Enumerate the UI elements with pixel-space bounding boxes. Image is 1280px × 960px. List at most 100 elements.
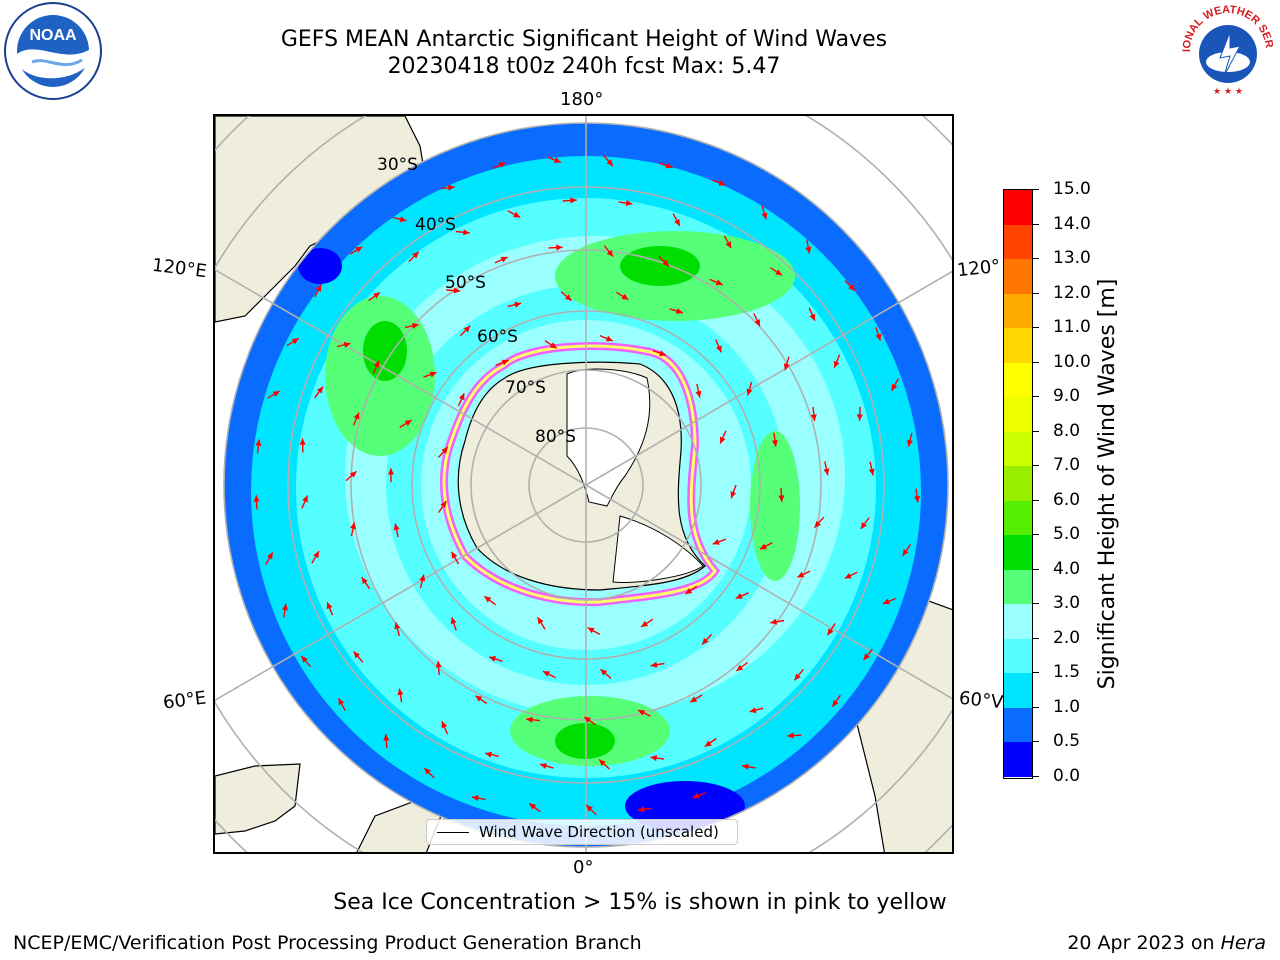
lat-label-40s: 40°S [415, 215, 456, 235]
wave-direction-arrowhead [907, 439, 913, 447]
wave-direction-arrowhead [556, 244, 563, 251]
colorbar-tick-mark [1033, 741, 1039, 743]
wave-direction-arrowhead [419, 574, 426, 582]
wave-direction-arrowhead [823, 468, 830, 476]
wave-direction-arrowhead [685, 588, 693, 595]
wave-direction-arrowhead [272, 391, 280, 397]
wave-direction-arrowhead [746, 388, 753, 396]
colorbar-tick-mark [1033, 776, 1039, 777]
wave-direction-arrowhead [662, 259, 669, 267]
wave-direction-arrowhead [383, 734, 390, 741]
colorbar-tick-mark [1033, 637, 1039, 639]
wave-direction-arrowhead [770, 618, 777, 625]
wave-direction-arrowhead [393, 523, 400, 531]
wave-direction-arrowhead [453, 287, 461, 294]
wave-direction-arrowhead [702, 637, 709, 645]
wave-direction-arrowhead [716, 345, 722, 353]
wave-direction-arrowhead [500, 256, 508, 263]
wave-direction-arrowhead [914, 495, 921, 503]
wave-direction-arrowhead [606, 249, 614, 257]
colorbar-cell [1004, 224, 1032, 260]
wave-direction-arrowhead [676, 308, 683, 314]
chart-title: GEFS MEAN Antarctic Significant Height o… [280, 27, 888, 52]
run-date: 20 Apr 2023 on Hera [1067, 932, 1266, 954]
colorbar-tick-mark [1033, 223, 1039, 225]
wave-direction-arrowhead [754, 319, 760, 327]
wave-direction-arrowhead [771, 440, 778, 447]
colorbar-label: Significant Height of Wind Waves [m] [1095, 278, 1120, 690]
run-date-text: 20 Apr 2023 on [1067, 932, 1215, 954]
colorbar-cell [1004, 638, 1032, 674]
wave-direction-arrowhead [778, 495, 785, 502]
latitude-labels: 30°S 40°S 50°S 60°S 70°S 80°S [377, 155, 576, 447]
colorbar-cell [1004, 362, 1032, 398]
colorbar-cell [1004, 673, 1032, 708]
wave-direction-arrowhead [564, 294, 572, 301]
wave-direction-arrowhead [725, 241, 732, 249]
wave-direction-arrowhead [891, 383, 898, 391]
wave-direction-arrowhead [397, 688, 404, 696]
colorbar-tick-label: 10.0 [1053, 351, 1091, 372]
host-name: Hera [1220, 932, 1266, 954]
colorbar-cell [1004, 604, 1032, 639]
wave-direction-arrowhead [373, 292, 380, 299]
wave-direction-arrowhead [827, 628, 834, 636]
wave-direction-arrowhead [730, 491, 737, 499]
lat-label-70s: 70°S [505, 378, 546, 398]
wave-direction-arrowhead [810, 414, 817, 421]
wave-direction-arrowhead [299, 438, 306, 445]
wave-direction-arrowhead [718, 180, 726, 186]
wave-direction-arrowhead [399, 216, 407, 223]
wave-direction-arrowhead [659, 350, 667, 357]
wave-direction-arrowhead [353, 651, 360, 659]
wave-direction-arrowhead [549, 342, 557, 349]
chart-subtitle: 20230418 t00z 240h fcst Max: 5.47 [387, 54, 781, 79]
wave-direction-arrowhead [302, 495, 308, 503]
wave-direction-arrowhead [695, 390, 702, 398]
colorbar-tick-label: 14.0 [1053, 213, 1091, 234]
noaa-logo-text: NOAA [29, 27, 77, 44]
wave-direction-arrowhead [650, 661, 658, 668]
colorbar-tick-mark [1033, 706, 1039, 708]
wave-direction-arrowhead [584, 716, 591, 723]
colorbar-tick-label: 6.0 [1053, 489, 1081, 510]
colorbar-tick-label: 1.0 [1053, 696, 1081, 717]
colorbar-cell [1004, 259, 1032, 294]
svg-text:★ ★ ★: ★ ★ ★ [1213, 87, 1243, 97]
wave-direction-arrowhead [833, 360, 840, 368]
wave-direction-arrowhead [665, 162, 673, 169]
colorbar-cell [1004, 397, 1032, 432]
wave-direction-arrowhead [513, 211, 521, 218]
colorbar-tick-mark [1033, 499, 1039, 501]
colorbar-cell [1004, 293, 1032, 329]
lon-label-60e: 60°E [161, 687, 208, 714]
colorbar-tick-mark [1033, 361, 1039, 363]
colorbar-tick-label: 8.0 [1053, 420, 1081, 441]
wave-direction-arrowhead [882, 598, 890, 605]
wave-direction-arrowhead [586, 805, 593, 812]
wave-direction-arrowhead [875, 333, 882, 341]
wave-direction-arrowhead [720, 436, 726, 444]
wave-direction-arrowhead [638, 806, 645, 813]
lat-label-60s: 60°S [477, 327, 518, 347]
wave-direction-arrowhead [394, 622, 401, 630]
colorbar-cell [1004, 190, 1032, 225]
wave-direction-arrowhead [338, 698, 345, 706]
wave-direction-arrowhead [606, 159, 613, 167]
map-legend: Wind Wave Direction (unscaled) [426, 819, 738, 845]
wave-direction-arrowhead [832, 699, 839, 707]
wave-direction-arrowhead [599, 759, 606, 766]
wave-direction-arrowhead [553, 157, 561, 163]
wave-direction-arrowhead [742, 763, 749, 770]
colorbar-tick-label: 13.0 [1053, 248, 1091, 269]
wave-direction-arrowhead [783, 363, 790, 371]
wave-direction-arrowhead [902, 549, 909, 556]
colorbar-cell [1004, 500, 1032, 536]
wave-direction-arrowhead [761, 212, 768, 220]
wave-direction-arrowhead [412, 251, 419, 259]
wave-direction-arrowhead [797, 571, 805, 578]
colorbar-tick-mark [1033, 396, 1039, 398]
wave-direction-arrowhead [472, 795, 479, 802]
colorbar-tick-label: 15.0 [1053, 179, 1091, 199]
wave-direction-arrowhead [501, 359, 509, 366]
